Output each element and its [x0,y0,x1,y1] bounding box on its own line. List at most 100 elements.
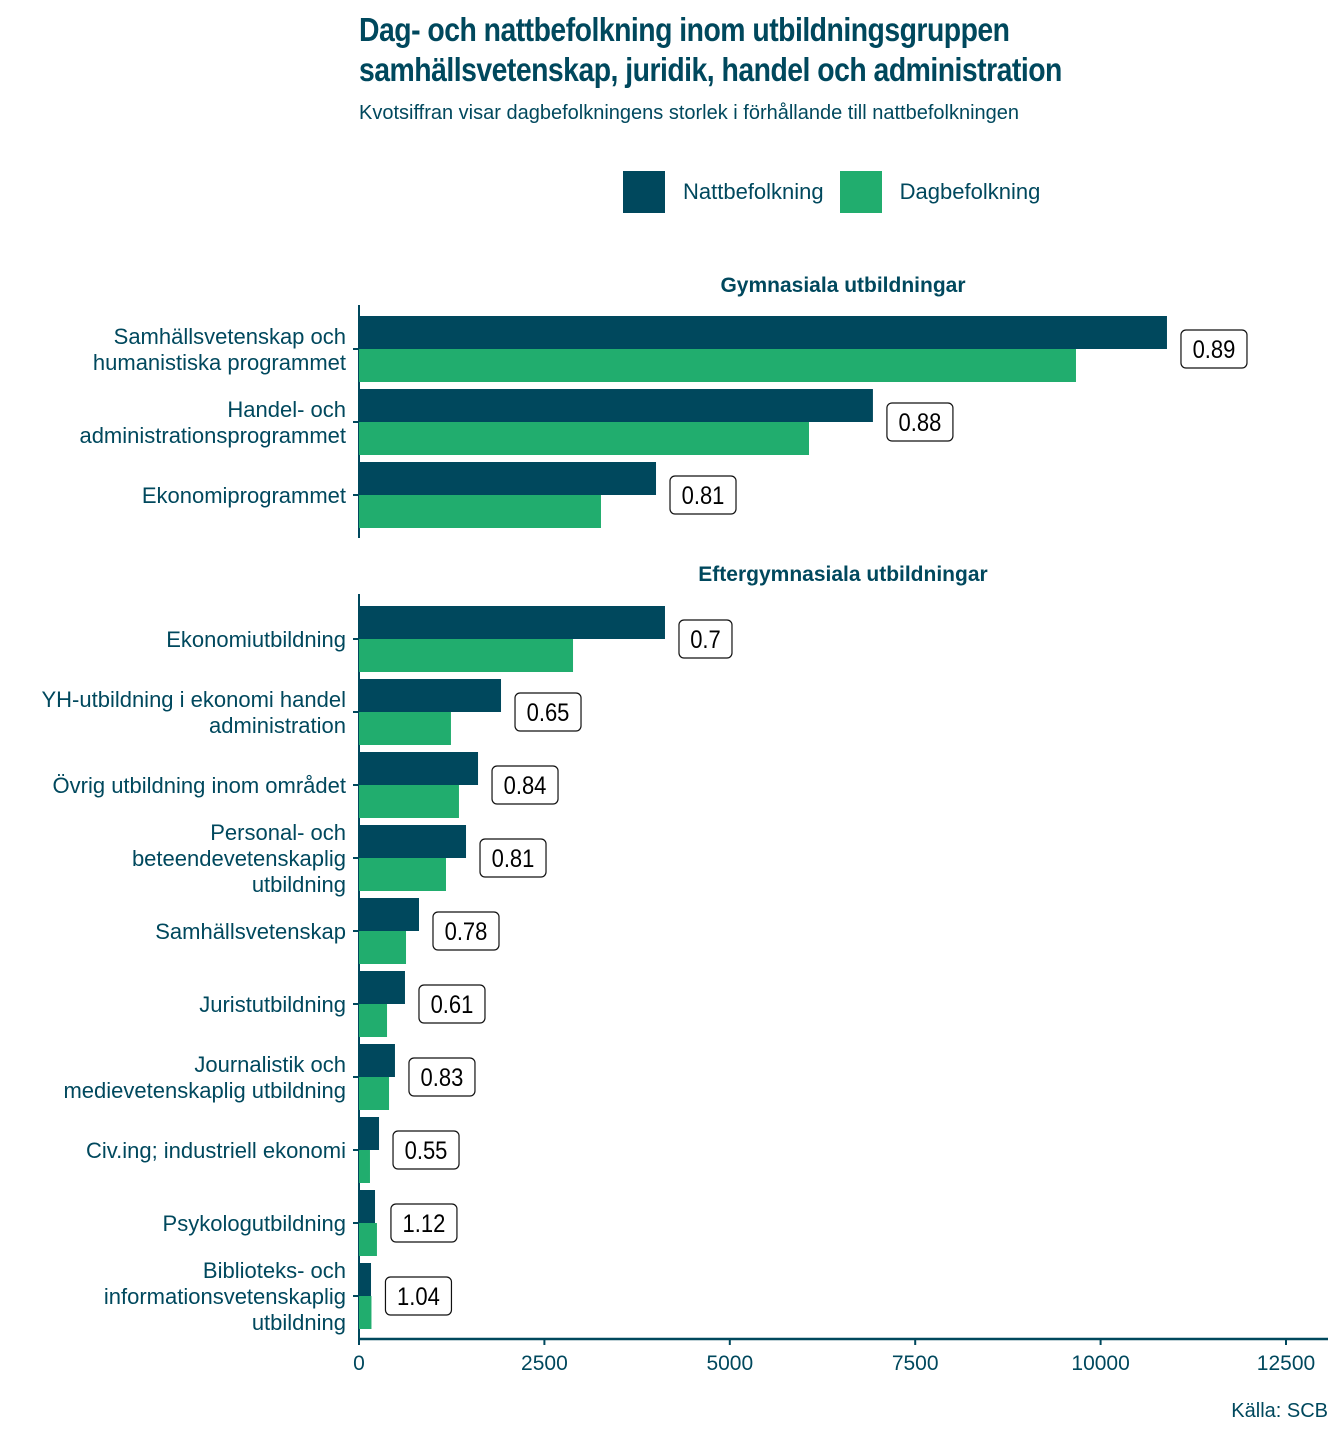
ratio-label: 0.89 [1193,336,1236,364]
legend: Nattbefolkning Dagbefolkning [623,171,1056,213]
ratio-label: 0.81 [682,482,725,510]
bar-dag [359,1077,390,1110]
category-label-line: administrationsprogrammet [79,423,346,448]
category-label-line: YH-utbildning i ekonomi handel [41,687,346,712]
legend-label-dag: Dagbefolkning [899,179,1041,204]
category-label-line: beteendevetenskaplig [132,846,346,871]
x-tick-label: 5000 [706,1352,753,1375]
category-label-line: administration [209,713,346,738]
category-label-line: Personal- och [210,820,346,845]
bar-natt [359,971,405,1004]
category-label: Juristutbildning [199,992,346,1017]
ratio-label-box [432,911,500,951]
category-label-line: Samhällsvetenskap [155,919,346,944]
ratio-label-box [384,1276,453,1316]
panel-title: Gymnasiala utbildningar [720,274,965,297]
ratio-label: 0.88 [899,409,942,437]
bar-natt [359,752,479,785]
ratio-label: 0.65 [527,699,570,727]
bar-natt [359,1190,376,1223]
ratio-label: 0.61 [431,991,474,1019]
bar-natt [359,1263,372,1296]
legend-swatch-dag [839,171,882,213]
category-label-line: informationsvetenskaplig [104,1284,346,1309]
ratio-label-box [886,402,954,442]
category-label: YH-utbildning i ekonomi handel administra… [41,687,346,738]
category-label-line: humanistiska programmet [93,350,346,375]
category-label-line: Samhällsvetenskap och [114,324,346,349]
legend-swatch-natt [623,171,665,213]
category-label-line: medievetenskaplig utbildning [63,1078,346,1103]
bar-natt [359,898,419,931]
category-label-line: Juristutbildning [199,992,346,1017]
ratio-label: 0.81 [492,845,535,873]
ratio-label-box [390,1203,458,1243]
ratio-label-box [408,1057,476,1097]
category-label-line: utbildning [252,872,346,897]
ratio-label-box [1180,329,1248,369]
bar-dag [359,495,601,528]
ratio-label: 0.55 [405,1137,448,1165]
ratio-label-box [514,692,582,732]
category-label: Samhällsvetenskap [155,919,346,944]
bar-dag [359,712,451,745]
category-label: Psykologutbildning [163,1211,346,1236]
bar-dag [359,639,574,672]
category-label: Biblioteks- och informationsvetenskaplig u… [104,1258,346,1335]
bar-dag [359,1150,370,1183]
ratio-label: 1.04 [397,1283,440,1311]
bar-dag [359,1223,377,1256]
ratio-label: 1.12 [403,1210,446,1238]
x-tick-label: 2500 [521,1352,568,1375]
bar-dag [359,1296,372,1329]
ratio-label-box [392,1130,460,1170]
bar-dag [359,349,1076,382]
bar-dag [359,1004,388,1037]
category-label-line: Biblioteks- och [203,1258,346,1283]
category-label-line: Civ.ing; industriell ekonomi [86,1138,346,1163]
bar-dag [359,931,407,964]
x-tick-label: 0 [353,1352,365,1375]
bar-natt [359,1044,395,1077]
bar-natt [359,1117,380,1150]
category-label-line: Psykologutbildning [163,1211,346,1236]
panel-title: Eftergymnasiala utbildningar [698,563,987,586]
bar-dag [359,785,459,818]
ratio-label: 0.78 [445,918,488,946]
chart-subtitle: Kvotsiffran visar dagbefolkningens storl… [359,102,1020,124]
category-label: Ekonomiutbildning [166,627,346,652]
ratio-label: 0.84 [504,772,547,800]
category-label-line: Journalistik och [194,1052,346,1077]
x-tick-label: 10000 [1071,1352,1129,1375]
bar-natt [359,389,873,422]
bar-natt [359,825,467,858]
ratio-label: 0.7 [690,626,721,654]
bar-natt [359,316,1167,349]
ratio-label: 0.83 [421,1064,464,1092]
bar-natt [359,606,665,639]
bar-dag [359,858,446,891]
category-label-line: Övrig utbildning inom området [53,773,346,798]
category-label: Handel- och administrationsprogrammet [79,397,346,448]
ratio-label-box [418,984,486,1024]
category-label-line: Handel- och [227,397,346,422]
bar-dag [359,422,810,455]
ratio-label-box [678,619,733,659]
category-label: Ekonomiprogrammet [142,483,346,508]
category-label: Personal- och beteendevetenskaplig utbildn… [132,820,346,897]
chart-title: Dag- och nattbefolkning inom utbildnings… [359,10,1062,90]
category-label-line: utbildning [252,1310,346,1335]
legend-label-natt: Nattbefolkning [683,179,824,204]
category-label-line: Ekonomiutbildning [166,627,346,652]
bar-natt [359,679,502,712]
source-note: Källa: SCB [1231,1400,1328,1422]
category-label: Övrig utbildning inom området [53,773,346,798]
category-label-line: Ekonomiprogrammet [142,483,346,508]
ratio-label-box [479,838,547,878]
chart-title-line-1: Dag- och nattbefolkning inom utbildnings… [359,11,1010,48]
bar-natt [359,462,657,495]
ratio-label-box [491,765,559,805]
chart-title-line-2: samhällsvetenskap, juridik, handel och a… [359,51,1062,88]
x-tick-label: 7500 [892,1352,939,1375]
